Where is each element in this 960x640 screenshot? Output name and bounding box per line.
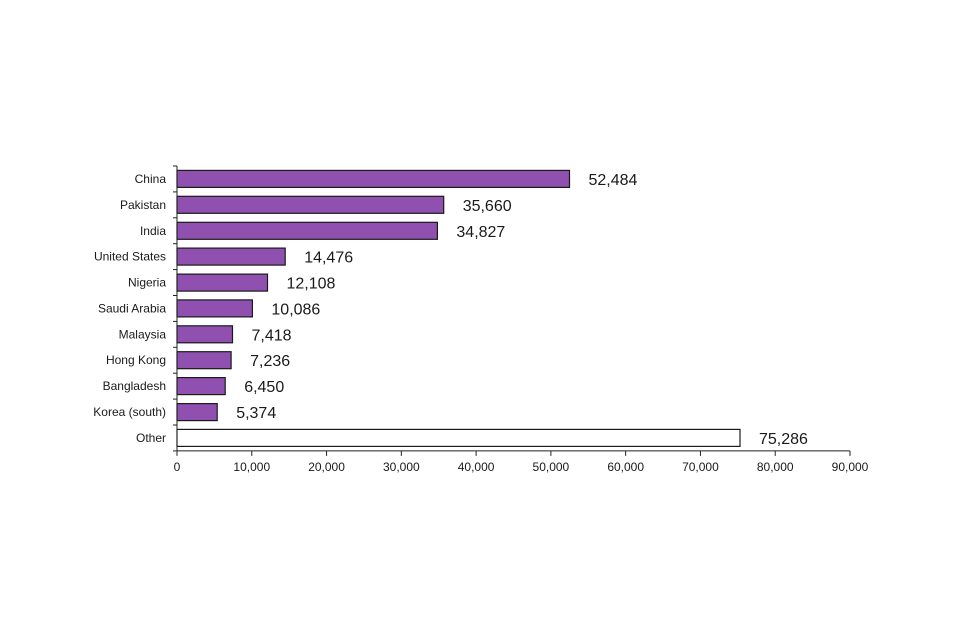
category-label: Bangladesh — [103, 379, 166, 393]
bar-china — [176, 169, 571, 188]
category-label: Malaysia — [119, 327, 167, 341]
category-label: Korea (south) — [93, 405, 166, 419]
category-labels: China Pakistan India United States Nigeria Sa… — [93, 172, 166, 445]
bar-other — [176, 428, 741, 447]
value-label: 35,660 — [463, 198, 512, 215]
x-tick-label: 60,000 — [607, 460, 644, 474]
value-label: 7,418 — [252, 327, 292, 344]
x-tick-label: 70,000 — [682, 460, 719, 474]
bar-united-states — [176, 247, 286, 266]
bar-korea-south — [176, 403, 218, 422]
bar-india — [176, 221, 438, 240]
bar-bangladesh — [176, 377, 226, 396]
category-label: Saudi Arabia — [98, 301, 166, 315]
category-label: Hong Kong — [106, 353, 166, 367]
value-label: 14,476 — [304, 250, 353, 267]
category-label: Nigeria — [128, 276, 166, 290]
x-tick-label: 10,000 — [233, 460, 270, 474]
x-tick-label: 80,000 — [757, 460, 794, 474]
axes: 0 10,000 20,000 30,000 40,000 50,000 60,000 70,… — [173, 165, 869, 474]
value-label: 75,286 — [759, 431, 808, 448]
x-tick-label: 90,000 — [832, 460, 869, 474]
value-label: 52,484 — [589, 172, 638, 189]
value-label: 12,108 — [287, 276, 336, 293]
value-label: 7,236 — [250, 353, 290, 370]
bar-malaysia — [176, 325, 234, 344]
category-label: United States — [94, 250, 166, 264]
x-tick-label: 0 — [174, 460, 181, 474]
value-label: 5,374 — [236, 405, 276, 422]
x-tick-label: 30,000 — [383, 460, 420, 474]
category-label: China — [135, 172, 167, 186]
x-tick-label: 40,000 — [458, 460, 495, 474]
category-label: Pakistan — [120, 198, 166, 212]
bar-hong-kong — [176, 351, 232, 370]
category-label: India — [140, 224, 166, 238]
x-tick-label: 20,000 — [308, 460, 345, 474]
bar-saudi-arabia — [176, 299, 254, 318]
value-label: 10,086 — [271, 301, 320, 318]
x-tick-label: 50,000 — [533, 460, 570, 474]
bar-pakistan — [176, 195, 445, 214]
bar-nigeria — [176, 273, 269, 292]
value-label: 6,450 — [244, 379, 284, 396]
value-labels: 52,484 35,660 34,827 14,476 12,108 10,086 7,41… — [236, 172, 808, 448]
value-label: 34,827 — [456, 224, 505, 241]
category-label: Other — [136, 431, 166, 445]
